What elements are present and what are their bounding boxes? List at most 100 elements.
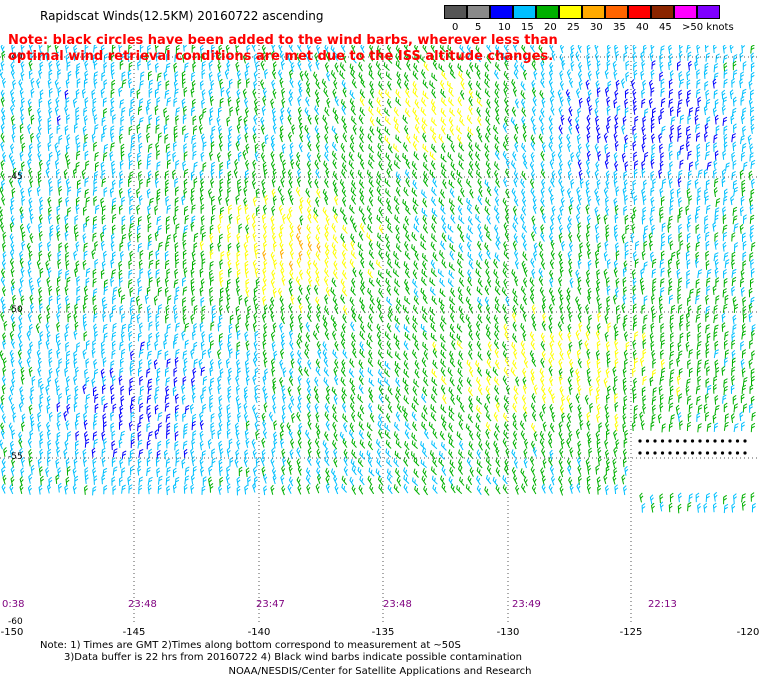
wind-barb xyxy=(47,241,52,251)
wind-barb xyxy=(19,123,24,134)
wind-barb xyxy=(193,177,198,188)
wind-barb xyxy=(146,132,151,143)
wind-barb xyxy=(742,240,747,251)
wind-barb xyxy=(322,341,328,351)
wind-barb xyxy=(615,50,620,61)
wind-barb xyxy=(587,376,592,387)
wind-barb xyxy=(28,323,33,334)
wind-barb xyxy=(747,134,752,145)
wind-barb xyxy=(324,305,330,316)
wind-barb xyxy=(640,356,645,367)
wind-barb xyxy=(558,142,563,153)
wind-barb xyxy=(20,45,25,53)
wind-barb xyxy=(129,250,134,261)
wind-barb xyxy=(378,287,384,298)
wind-barb xyxy=(514,259,520,270)
wind-barb xyxy=(742,403,748,413)
wind-barb-map[interactable] xyxy=(0,45,760,625)
wind-barb xyxy=(605,170,610,181)
wind-barb xyxy=(650,322,655,333)
wind-barb xyxy=(688,195,693,205)
wind-barb xyxy=(305,96,310,107)
wind-barb xyxy=(349,358,355,368)
wind-barb xyxy=(712,413,717,424)
wind-barb xyxy=(118,204,123,215)
wind-barb xyxy=(631,223,636,234)
wind-barb xyxy=(119,241,124,252)
wind-barb xyxy=(721,105,726,115)
wind-barb xyxy=(449,459,456,469)
wind-barb xyxy=(26,330,31,341)
wind-barb xyxy=(422,341,429,351)
wind-barb xyxy=(10,466,15,477)
wind-barb xyxy=(359,142,364,153)
wind-barb xyxy=(49,230,54,241)
wind-barb xyxy=(165,313,169,324)
wind-barb xyxy=(227,232,232,243)
wind-barb xyxy=(587,294,592,305)
wind-barb xyxy=(236,250,241,261)
wind-barb xyxy=(217,429,222,439)
wind-barb xyxy=(447,234,454,244)
wind-barb xyxy=(449,250,455,261)
wind-barb xyxy=(9,258,15,269)
wind-barb xyxy=(289,321,294,332)
wind-barb xyxy=(431,105,437,116)
wind-barb xyxy=(550,239,555,250)
wind-barb xyxy=(146,188,151,199)
wind-barb xyxy=(721,322,726,332)
wind-barb xyxy=(613,267,618,278)
colorbar-label: 5 xyxy=(475,22,482,33)
wind-barb xyxy=(121,467,126,477)
wind-barb xyxy=(341,196,347,207)
lat-label-50: -50 xyxy=(8,305,23,315)
contamination-circle xyxy=(743,439,747,443)
wind-barb xyxy=(56,276,61,286)
wind-barb xyxy=(566,69,572,80)
wind-barb xyxy=(119,159,124,170)
contamination-circle xyxy=(698,439,702,443)
wind-barb xyxy=(184,62,189,72)
wind-barb xyxy=(514,142,519,152)
wind-barb xyxy=(368,467,375,477)
wind-barb xyxy=(72,97,77,108)
wind-barb xyxy=(236,330,241,340)
wind-barb xyxy=(38,68,43,79)
wind-barb xyxy=(252,221,257,232)
wind-barb xyxy=(263,357,268,368)
wind-barb xyxy=(103,53,108,63)
wind-barb xyxy=(632,97,637,108)
wind-barb xyxy=(348,151,354,162)
wind-barb xyxy=(2,241,7,252)
wind-barb xyxy=(520,98,526,109)
wind-barb xyxy=(189,403,194,414)
colorbar-label: >50 knots xyxy=(682,22,734,33)
wind-barb xyxy=(57,482,62,493)
wind-barb xyxy=(332,404,337,414)
wind-barb xyxy=(649,215,654,226)
wind-barb xyxy=(569,483,574,494)
wind-barb xyxy=(679,240,684,250)
wind-barb xyxy=(37,151,42,162)
wind-barb xyxy=(642,348,647,359)
wind-barb xyxy=(440,162,447,172)
wind-barb xyxy=(438,63,445,73)
wind-barb xyxy=(209,402,213,412)
wind-barb xyxy=(333,260,338,271)
wind-barb xyxy=(559,350,564,361)
wind-barb xyxy=(299,215,304,226)
wind-barb xyxy=(687,296,692,306)
wind-barb xyxy=(549,332,555,343)
wind-barb xyxy=(366,169,373,179)
wind-barb xyxy=(458,420,464,431)
wind-barb xyxy=(307,259,312,270)
wind-barb xyxy=(731,366,736,376)
wind-barb xyxy=(210,80,215,90)
wind-barb xyxy=(441,232,447,242)
wind-barb xyxy=(130,115,135,125)
wind-barb xyxy=(558,368,563,379)
wind-barb xyxy=(522,331,527,342)
wind-barb xyxy=(614,339,619,350)
wind-barb xyxy=(229,314,234,324)
wind-barb xyxy=(740,135,745,145)
